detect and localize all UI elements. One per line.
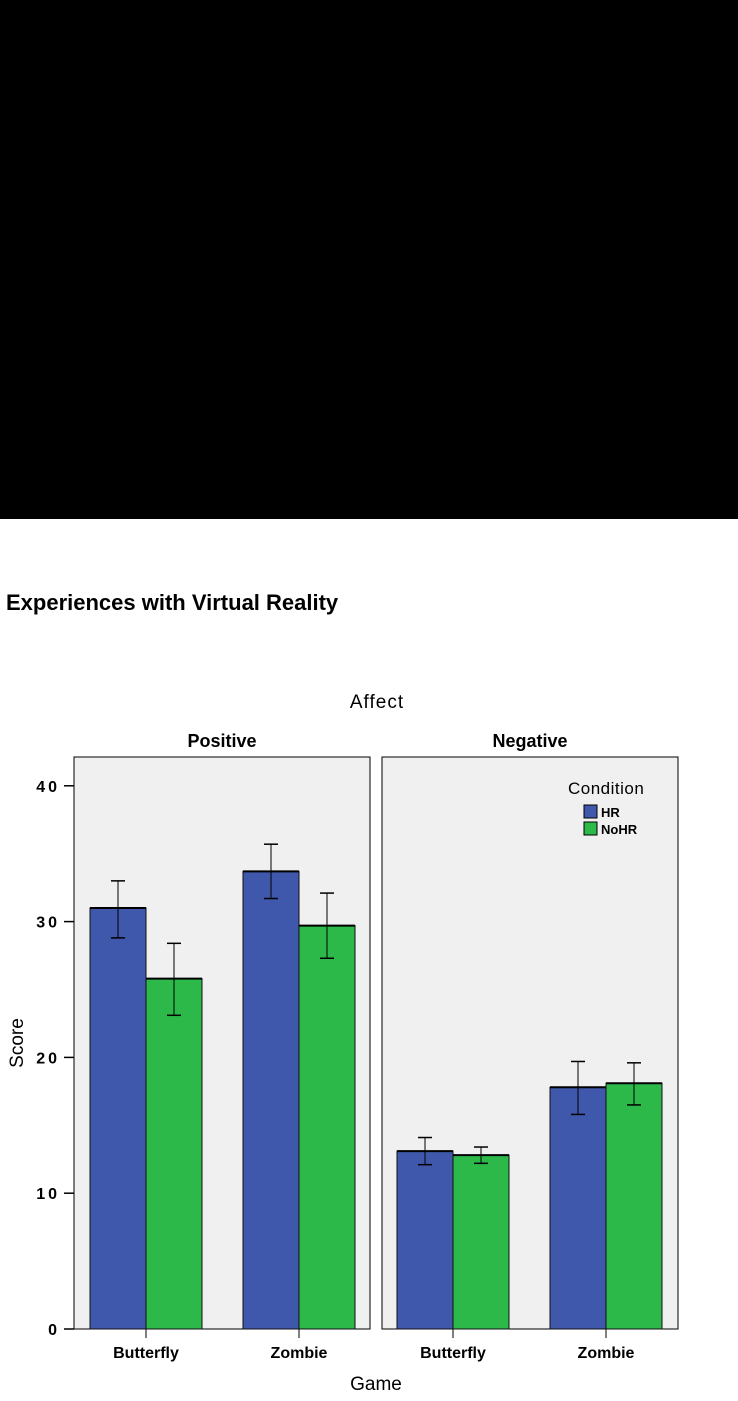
page-title: Experiences with Virtual Reality: [6, 590, 339, 615]
panel-title: Negative: [492, 731, 567, 751]
x-tick-label: Butterfly: [420, 1345, 486, 1362]
x-tick-label: Zombie: [578, 1345, 635, 1362]
x-axis-title: Game: [350, 1374, 402, 1395]
y-tick-label: 20: [36, 1050, 60, 1067]
x-tick-label: Butterfly: [113, 1345, 179, 1362]
bar-hr: [89, 907, 147, 1330]
legend-label-nohr: NoHR: [601, 822, 638, 837]
y-tick-label: 40: [36, 779, 60, 796]
black-banner: [0, 0, 738, 519]
chart-title: Affect: [350, 692, 404, 713]
bar-nohr: [452, 1154, 510, 1330]
legend-swatch-hr: [583, 804, 598, 819]
y-axis-title: Score: [7, 1018, 28, 1068]
bar-hr: [396, 1150, 454, 1330]
bar-nohr: [298, 925, 356, 1330]
legend-label-hr: HR: [601, 805, 620, 820]
bar-hr: [549, 1086, 607, 1330]
y-tick-label: 30: [36, 915, 60, 932]
legend-swatch-nohr: [583, 821, 598, 836]
plot-area: 0 10 20 30 40 Positive Butterfly Zombie Negative…: [36, 731, 679, 1362]
y-tick-label: 0: [48, 1322, 60, 1339]
panel-title: Positive: [187, 731, 256, 751]
bar-hr: [242, 870, 300, 1330]
y-tick-label: 10: [36, 1186, 60, 1203]
x-tick-label: Zombie: [271, 1345, 328, 1362]
bar-nohr: [145, 978, 203, 1330]
bar-nohr: [605, 1082, 663, 1330]
legend-title: Condition: [568, 779, 644, 798]
